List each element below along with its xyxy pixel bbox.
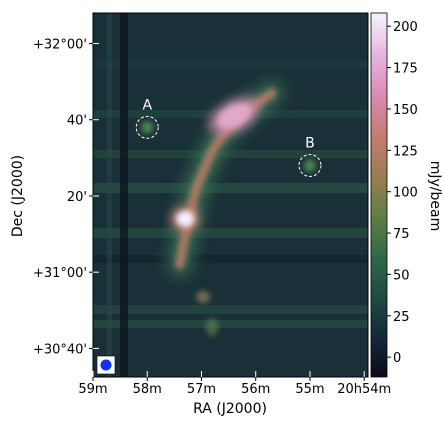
x-axis: 59m 58m 57m 56m 55m 20h54m — [78, 371, 391, 397]
source-label-b: B — [305, 135, 315, 151]
x-tick-label: 55m — [295, 382, 324, 397]
colorbar-gradient — [370, 12, 388, 378]
bright-peak-halo — [208, 96, 260, 136]
y-axis-title: Dec (J2000) — [10, 155, 26, 237]
colorbar-tick-label: 75 — [393, 227, 410, 242]
source-markers: AB — [135, 97, 322, 177]
map-background — [93, 13, 368, 377]
image-plane: AB — [93, 13, 368, 377]
y-tick-label: +30°40' — [33, 342, 87, 357]
source-label-a: A — [142, 97, 152, 113]
x-tick-label: 58m — [133, 382, 162, 397]
y-axis: +32°00' 40' 20' +31°00' +30°40' — [33, 37, 99, 357]
source-emission-a — [141, 121, 154, 134]
x-axis-title: RA (J2000) — [193, 401, 267, 417]
colorbar-tick-label: 175 — [393, 62, 418, 77]
colorbar-tick-label: 100 — [393, 186, 418, 201]
source-circle-a — [135, 115, 159, 139]
x-tick-label: 59m — [78, 382, 107, 397]
colorbar-ticks: 0 25 50 75 100 125 150 175 200 — [387, 20, 418, 366]
lower-extension — [196, 291, 210, 303]
y-tick-label: +32°00' — [33, 37, 87, 52]
colorbar: 0 25 50 75 100 125 150 175 200 mJy/beam — [370, 12, 443, 378]
x-tick-label: 56m — [241, 382, 270, 397]
colorbar-tick-label: 200 — [393, 20, 418, 35]
dark-column — [107, 13, 128, 377]
compact-knot — [176, 210, 195, 227]
y-tick-label: +31°00' — [33, 266, 87, 281]
y-tick-label: 20' — [67, 190, 87, 205]
beam-indicator — [96, 355, 116, 375]
source-emission-b — [303, 159, 316, 172]
emission — [168, 82, 283, 336]
y-tick-label: 40' — [67, 114, 87, 129]
x-tick-label: 20h54m — [337, 382, 391, 397]
colorbar-label: mJy/beam — [427, 161, 443, 232]
plot-frame — [92, 12, 369, 378]
beam-ellipse — [100, 359, 112, 371]
colorbar-tick-label: 25 — [393, 310, 410, 325]
colorbar-tick-label: 0 — [393, 351, 401, 366]
colorbar-tick-label: 125 — [393, 144, 418, 159]
colorbar-tick-label: 150 — [393, 103, 418, 118]
colorbar-tick-label: 50 — [393, 268, 410, 283]
source-circle-b — [298, 153, 322, 177]
x-tick-label: 57m — [187, 382, 216, 397]
lower-extension-2 — [206, 318, 218, 336]
